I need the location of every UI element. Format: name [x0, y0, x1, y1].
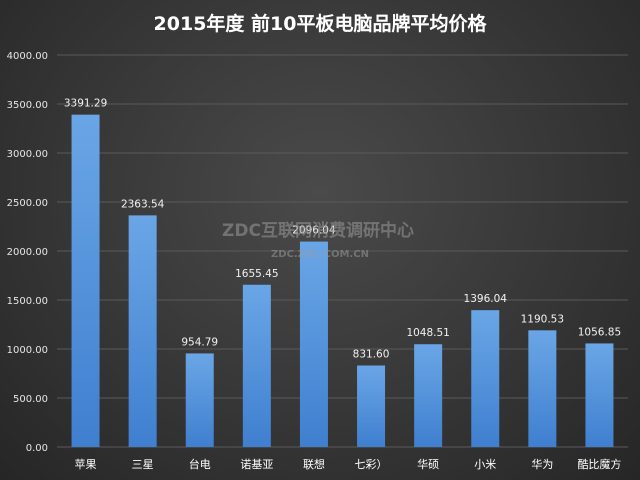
watermark: ZDC互联网消费调研中心 ZDC.ZOL.COM.CN: [222, 220, 414, 260]
y-tick-label: 3000.00: [7, 149, 48, 160]
data-label: 2096.04: [292, 225, 336, 237]
x-category-label: 联想: [303, 457, 325, 471]
watermark-sub-text: ZDC.ZOL.COM.CN: [271, 249, 369, 260]
chart-title: 2015年度 前10平板电脑品牌平均价格: [154, 12, 488, 35]
data-label: 954.79: [181, 336, 218, 348]
bar: [242, 284, 271, 447]
data-label: 1056.85: [578, 326, 621, 338]
bars: [71, 114, 614, 448]
y-tick-label: 2500.00: [7, 198, 48, 209]
y-axis-ticks: 0.00 500.00 1000.00 1500.00 2000.00 2500.00 30…: [7, 51, 48, 454]
bar: [357, 365, 386, 447]
bar: [414, 344, 443, 447]
bar: [185, 353, 214, 447]
x-category-label: 小米: [474, 458, 496, 471]
bar: [471, 310, 500, 447]
data-label: 1396.04: [464, 293, 508, 305]
x-category-label: 台电: [189, 457, 211, 471]
x-category-label: 酷比魔方: [577, 457, 621, 471]
data-label: 2363.54: [121, 198, 165, 210]
y-tick-label: 1000.00: [7, 345, 48, 356]
data-label: 1655.45: [235, 268, 278, 280]
bar: [299, 241, 328, 447]
x-category-label: 七彩）: [355, 458, 388, 471]
x-category-label: 诺基亚: [240, 458, 273, 471]
data-label: 1190.53: [521, 313, 564, 325]
x-category-label: 苹果: [75, 457, 97, 471]
bar: [585, 343, 614, 447]
y-tick-label: 2000.00: [7, 247, 48, 258]
data-labels: 3391.29 2363.54 954.79 1655.45 2096.04 831.60…: [64, 98, 621, 361]
x-axis-categories: 苹果 三星 台电 诺基亚 联想 七彩） 华硕 小米 华为 酷比魔方: [75, 457, 622, 471]
bar: [528, 330, 557, 447]
x-category-label: 三星: [132, 458, 154, 471]
watermark-main-text: ZDC互联网消费调研中心: [222, 220, 414, 241]
data-label: 831.60: [353, 349, 390, 361]
y-tick-label: 4000.00: [7, 51, 48, 62]
data-label: 1048.51: [406, 327, 449, 339]
bar: [71, 114, 100, 448]
x-category-label: 华硕: [417, 457, 439, 471]
y-tick-label: 0.00: [26, 443, 48, 454]
data-label: 3391.29: [64, 98, 107, 110]
y-tick-label: 3500.00: [7, 100, 48, 111]
y-tick-label: 500.00: [13, 394, 48, 405]
x-category-label: 华为: [531, 457, 553, 471]
y-tick-label: 1500.00: [7, 296, 48, 307]
bar: [128, 215, 157, 447]
